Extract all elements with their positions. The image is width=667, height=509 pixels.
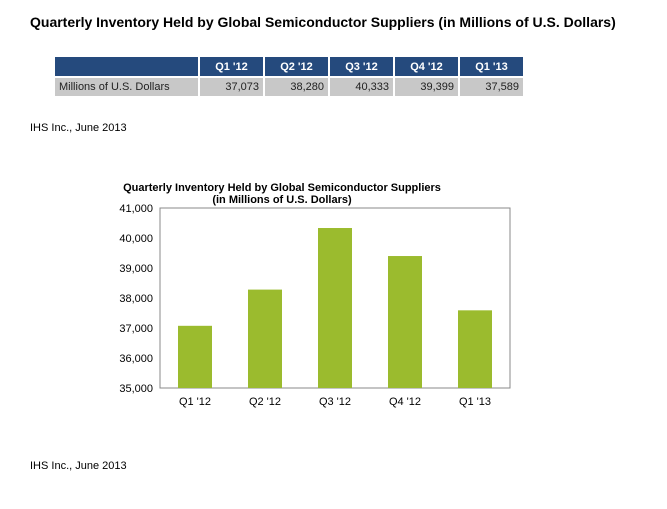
table-cell: 37,073 — [199, 76, 265, 96]
page-title: Quarterly Inventory Held by Global Semic… — [30, 14, 616, 30]
row-label: Millions of U.S. Dollars — [55, 76, 200, 96]
table-header-blank — [55, 57, 200, 77]
bar — [318, 228, 352, 388]
table-cell: 38,280 — [264, 76, 330, 96]
table-header: Q2 '12 — [264, 57, 330, 77]
y-tick-label: 38,000 — [119, 293, 153, 305]
table-cell: 40,333 — [329, 76, 395, 96]
y-tick-label: 39,000 — [119, 263, 153, 275]
chart-title-line2: (in Millions of U.S. Dollars) — [212, 194, 352, 206]
y-tick-label: 40,000 — [119, 233, 153, 245]
bar — [248, 289, 282, 388]
source-note-bottom: IHS Inc., June 2013 — [30, 460, 127, 472]
y-tick-label: 35,000 — [119, 383, 153, 395]
source-note-top: IHS Inc., June 2013 — [30, 122, 127, 134]
x-tick-label: Q1 '13 — [459, 396, 491, 408]
y-tick-label: 37,000 — [119, 323, 153, 335]
y-tick-label: 41,000 — [119, 203, 153, 215]
chart-title-line1: Quarterly Inventory Held by Global Semic… — [123, 182, 441, 194]
y-tick-label: 36,000 — [119, 353, 153, 365]
data-table: Q1 '12 Q2 '12 Q3 '12 Q4 '12 Q1 '13 Milli… — [55, 57, 525, 96]
table-header-row: Q1 '12 Q2 '12 Q3 '12 Q4 '12 Q1 '13 — [55, 57, 525, 77]
table-row: Millions of U.S. Dollars 37,073 38,280 4… — [55, 76, 525, 96]
x-tick-label: Q3 '12 — [319, 396, 351, 408]
table-cell: 39,399 — [394, 76, 460, 96]
x-tick-label: Q2 '12 — [249, 396, 281, 408]
table-header: Q1 '13 — [459, 57, 525, 77]
table-header: Q1 '12 — [199, 57, 265, 77]
table-header: Q3 '12 — [329, 57, 395, 77]
bar — [388, 256, 422, 388]
table-header: Q4 '12 — [394, 57, 460, 77]
x-tick-label: Q1 '12 — [179, 396, 211, 408]
bar — [458, 310, 492, 388]
x-tick-label: Q4 '12 — [389, 396, 421, 408]
table-cell: 37,589 — [459, 76, 525, 96]
bar — [178, 325, 212, 388]
